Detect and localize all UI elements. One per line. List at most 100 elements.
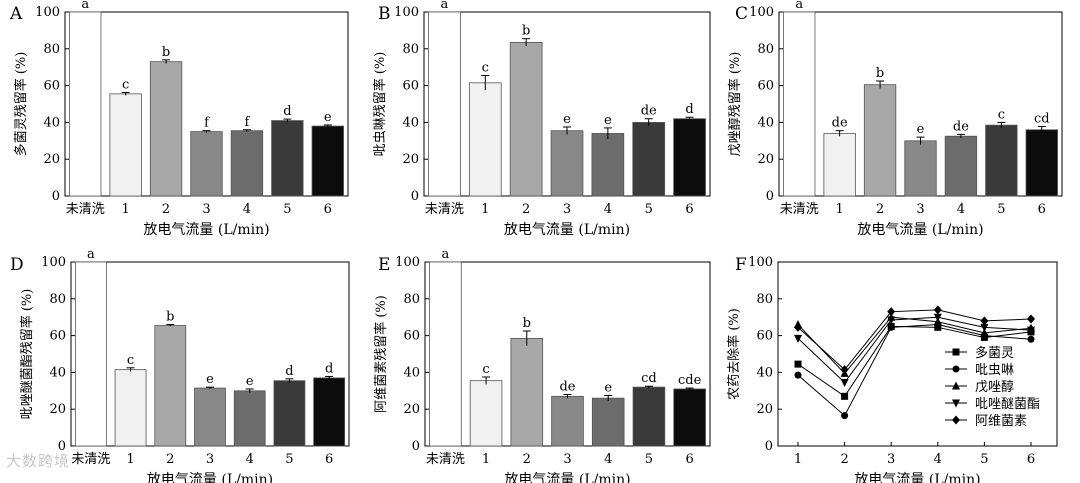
panel-b-ylabel: 吡虫啉残留率 (%)	[372, 52, 388, 157]
panel-c-ytick-label: 40	[757, 115, 774, 130]
significance-label: e	[563, 112, 571, 127]
marker-diamond	[933, 305, 942, 315]
panel-e-panel-letter: E	[378, 255, 390, 275]
marker-diamond	[1027, 314, 1035, 324]
xtick-label: 2	[522, 202, 530, 217]
xtick-label: 5	[645, 202, 653, 217]
xtick-label: 5	[980, 452, 988, 467]
panel-a-ytick-label: 60	[43, 79, 60, 94]
xtick-label: 3	[563, 452, 571, 467]
xtick-label: 6	[685, 202, 693, 217]
bar-4	[591, 133, 625, 197]
significance-label: c	[122, 77, 129, 92]
marker-triangle-down	[794, 334, 802, 343]
bar-5	[271, 120, 304, 197]
significance-label: cd	[1034, 111, 1050, 126]
panel-b-panel-letter: B	[378, 4, 391, 24]
marker-triangle-down	[887, 316, 896, 325]
panel-e-ytick-label: 40	[403, 365, 420, 380]
panel-d-ytick-label: 60	[49, 329, 66, 344]
significance-label: d	[285, 364, 293, 379]
series-line	[797, 309, 1032, 371]
xtick-label: 4	[934, 452, 942, 467]
panel-f-ytick-label: 80	[756, 292, 773, 307]
panel-e-ytick-label: 20	[403, 402, 420, 417]
bar-3	[551, 395, 584, 447]
bar-4	[233, 390, 266, 447]
xtick-label: 6	[324, 202, 332, 217]
panel-b-ytick-label: 20	[402, 152, 419, 167]
significance-label: e	[917, 122, 925, 137]
panel-f-ytick-label: 60	[756, 329, 773, 344]
xtick-label: 2	[876, 202, 884, 217]
panel-e-xlabel: 放电气流量 (L/min)	[504, 472, 630, 483]
xtick-label: 6	[1027, 452, 1035, 467]
panel-d-panel-letter: D	[10, 255, 24, 275]
xtick-label: 未清洗	[426, 452, 465, 467]
xtick-label: 5	[285, 452, 293, 467]
marker-square	[794, 360, 802, 368]
panel-a-ytick-label: 0	[52, 189, 60, 204]
xtick-label: 4	[957, 202, 965, 217]
bar-2	[154, 325, 187, 447]
significance-label: e	[604, 113, 612, 128]
panel-b-ytick-label: 80	[402, 42, 419, 57]
significance-label: d	[283, 104, 291, 119]
bar-1	[114, 369, 147, 447]
panel-a-ytick-label: 80	[43, 42, 60, 57]
panel-a-ytick-label: 40	[43, 115, 60, 130]
marker-diamond	[794, 322, 802, 332]
xtick-label: 3	[916, 202, 924, 217]
bar-3	[550, 130, 584, 197]
panel-d-xlabel: 放电气流量 (L/min)	[147, 472, 273, 483]
significance-label: cde	[678, 373, 702, 388]
series-line	[797, 316, 1032, 375]
xtick-label: 3	[563, 202, 571, 217]
panel-f-frame	[777, 261, 1058, 447]
xtick-label: 5	[997, 202, 1005, 217]
significance-label: b	[522, 24, 530, 39]
panel-e-ytick-label: 100	[395, 255, 420, 270]
panel-a-panel-letter: A	[9, 4, 23, 24]
xtick-label: 6	[325, 452, 333, 467]
bar-5	[985, 124, 1018, 197]
panel-c-xlabel: 放电气流量 (L/min)	[857, 222, 983, 238]
bar-5	[632, 386, 666, 447]
marker-triangle-down	[1027, 326, 1035, 335]
panel-c-ylabel: 戊唑醇残留率 (%)	[727, 52, 743, 157]
panel-b-ytick-label: 100	[394, 5, 419, 20]
xtick-label: 6	[686, 452, 694, 467]
panel-d-ytick-label: 100	[41, 255, 66, 270]
panel-a-xlabel: 放电气流量 (L/min)	[143, 222, 269, 238]
xtick-label: 1	[836, 202, 844, 217]
marker-diamond	[980, 316, 989, 326]
bar-6	[311, 125, 344, 197]
significance-label: de	[832, 116, 848, 131]
panel-b-ytick-label: 60	[402, 79, 419, 94]
bar-2	[149, 61, 183, 197]
significance-label: c	[998, 107, 1005, 122]
bar-4	[944, 135, 978, 197]
bar-1	[823, 133, 856, 197]
legend-entry: 吡虫啉	[975, 363, 1014, 378]
bar-2	[509, 41, 543, 197]
bar-4	[230, 130, 264, 197]
xtick-label: 4	[246, 452, 254, 467]
significance-label: a	[81, 0, 89, 12]
bar-6	[673, 118, 706, 197]
panel-e: 0 20 40 60 80 100 放电气流量 (L/min) 阿维菌素残留率 (%) Ea 未清…	[373, 247, 711, 483]
marker-circle	[1027, 335, 1035, 343]
panel-a: 0 20 40 60 80 100 放电气流量 (L/min) 多菌灵残留率 (%) A a 未清洗…	[9, 0, 349, 238]
panel-b-ytick-label: 40	[402, 115, 419, 130]
bar-1	[469, 380, 503, 447]
legend-entry: 阿维菌素	[975, 414, 1027, 429]
marker-square	[952, 348, 960, 356]
panel-d-ytick-label: 0	[58, 439, 66, 454]
panel-c-ytick-label: 0	[766, 189, 774, 204]
panel-e-ylabel: 阿维菌素残留率 (%)	[373, 295, 389, 413]
bar-未清洗	[428, 11, 461, 197]
xtick-label: 3	[206, 452, 214, 467]
significance-label: e	[324, 110, 332, 125]
marker-triangle-up	[980, 328, 989, 337]
